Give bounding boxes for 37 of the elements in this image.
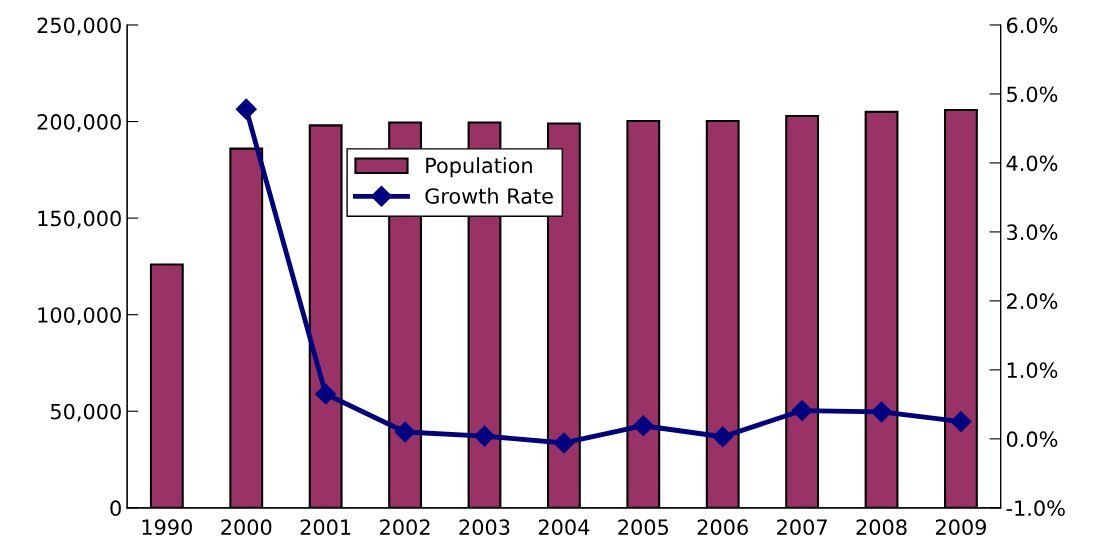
point [315, 383, 337, 405]
legend-label: Population [426, 157, 532, 178]
point [553, 432, 575, 454]
y-tick-label: 150,000 [38, 210, 121, 229]
point [394, 421, 416, 443]
y2-tick-label: 6.0% [1006, 17, 1058, 34]
y-tick-label: 50,000 [50, 403, 121, 422]
y2-tick-label: 3.0% [1007, 224, 1058, 241]
point [871, 401, 893, 423]
x-tick-label: 2007 [777, 519, 827, 536]
y-tick-label: 200,000 [37, 114, 121, 132]
y-tick-label: 100,000 [38, 307, 121, 326]
y-tick-label: 0 [110, 500, 121, 517]
y-tick-label: 250,000 [37, 17, 121, 36]
legend-label: Growth Rate [425, 187, 553, 204]
point [235, 98, 257, 120]
x-tick-label: 2009 [935, 519, 986, 536]
x-tick-label: 2000 [221, 519, 272, 536]
y2-tick-label: -1.0% [1006, 500, 1065, 517]
x-tick-label: 2005 [618, 519, 668, 536]
x-tick-label: 2001 [300, 519, 351, 536]
x-tick-label: 2004 [538, 519, 590, 536]
y2-tick-label: 1.0% [1007, 362, 1058, 379]
x-tick-label: 2008 [856, 519, 907, 536]
y2-tick-label: 2.0% [1007, 293, 1058, 310]
point [791, 400, 813, 422]
x-tick-label: 1990 [142, 519, 192, 536]
point [632, 415, 654, 437]
point [712, 426, 734, 448]
x-tick-label: 2006 [697, 519, 748, 536]
point [473, 425, 495, 447]
point [950, 411, 972, 433]
x-tick-label: 2003 [459, 519, 510, 536]
y2-tick-label: 0.0% [1006, 431, 1058, 448]
y2-tick-label: 4.0% [1006, 155, 1058, 172]
y2-tick-label: 5.0% [1007, 86, 1058, 103]
x-tick-label: 2002 [380, 519, 430, 536]
